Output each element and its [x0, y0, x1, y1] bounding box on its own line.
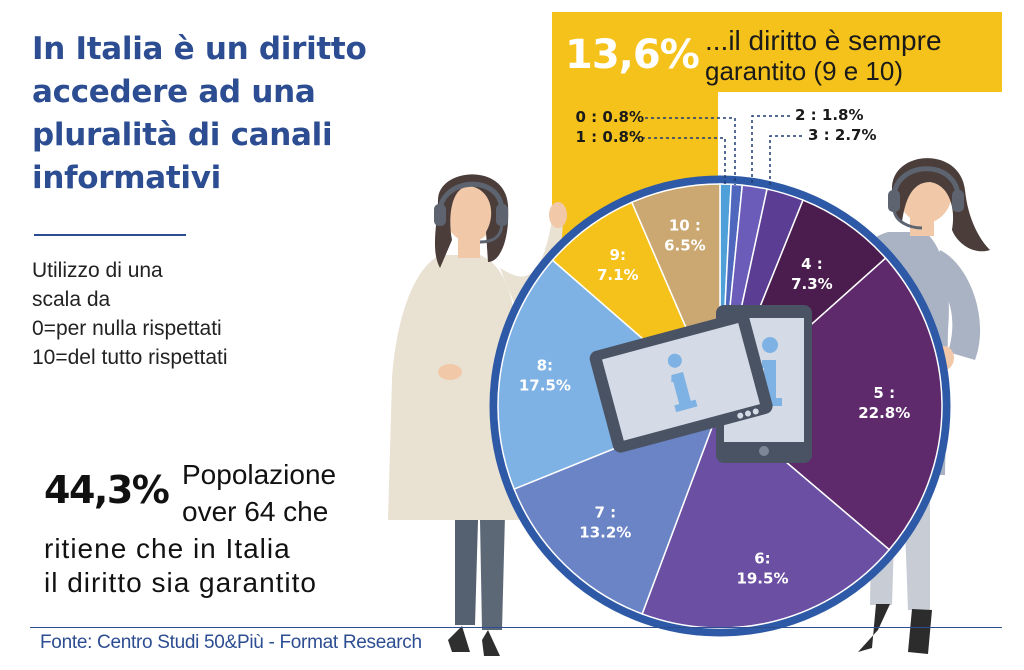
leader-line-0: [645, 117, 736, 185]
slice-label-8: 8: 17.5%: [519, 357, 571, 395]
slice-label-4: 4 :7.3%: [791, 255, 833, 293]
leader-lines: [636, 115, 802, 188]
highlight-value: 44,3%: [44, 468, 170, 512]
scale-line: 0=per nulla rispettati: [32, 317, 222, 340]
pie-slice-7: [513, 404, 722, 615]
slice-label-5: 5 :22.8%: [858, 384, 910, 422]
callout-line2: garantito (9 e 10): [705, 56, 903, 86]
callout-value: 13,6%: [565, 32, 699, 78]
headset-icon: [888, 166, 964, 230]
pie-labels: 0 : 0.8% 1 : 0.8% 2 : 1.8% 3 : 2.7% 4 :7.3% 5…: [519, 106, 910, 587]
source-note: Fonte: Centro Studi 50&Più - Format Rese…: [40, 632, 422, 653]
scale-description: Utilizzo di una scala da 0=per nulla ris…: [32, 256, 332, 372]
highlight-text-line: Popolazione: [182, 459, 337, 490]
leader-line-1: [636, 137, 726, 185]
pie-slice-5: [718, 257, 943, 551]
pie-slices: [497, 183, 943, 629]
slice-label-9: 9: 7.1%: [597, 246, 639, 284]
highlight-text-line: over 64 che: [182, 496, 329, 527]
pie-border: [489, 175, 951, 637]
slice-label-1: 1 : 0.8%: [576, 128, 644, 146]
title-divider: [34, 234, 186, 236]
highlight-text-line: il diritto sia garantito: [44, 567, 318, 598]
slice-label-3: 3 : 2.7%: [808, 126, 876, 144]
leader-line-3: [769, 135, 802, 188]
slice-label-0: 0 : 0.8%: [576, 108, 644, 126]
tablet-icon: [589, 312, 773, 453]
slice-label-2: 2 : 1.8%: [795, 106, 863, 124]
info-icon: [667, 353, 698, 413]
leader-line-2: [751, 115, 790, 185]
scale-line: scala da: [32, 288, 111, 311]
highlight-text-line: ritiene che in Italia: [44, 533, 291, 564]
scale-line: Utilizzo di una: [32, 259, 163, 282]
pie-slice-6: [641, 404, 891, 629]
callout-line1: ...il diritto è sempre: [705, 25, 942, 56]
slice-label-10: 10 :6.5%: [664, 216, 706, 254]
source-divider: [30, 627, 1002, 628]
scale-line: 10=del tutto rispettati: [32, 346, 228, 369]
slice-label-7: 7 :13.2%: [579, 504, 631, 542]
page-title: In Italia è un diritto accedere ad una p…: [32, 31, 367, 196]
headset-icon: [434, 181, 508, 244]
slice-label-6: 6: 19.5%: [736, 549, 788, 587]
